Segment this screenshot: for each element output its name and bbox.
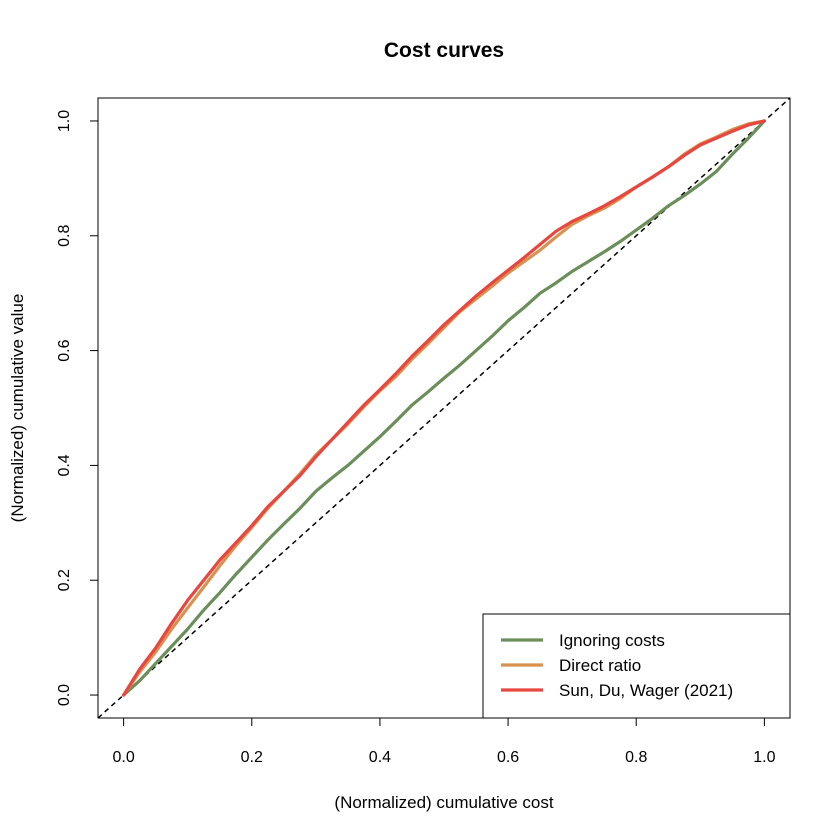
x-tick-label: 0.8	[625, 749, 647, 766]
x-axis: 0.0 0.2 0.4 0.6 0.8 1.0	[113, 717, 776, 766]
legend: Ignoring costs Direct ratio Sun, Du, Wager…	[482, 613, 791, 719]
x-tick-label: 0.2	[241, 749, 263, 766]
x-tick-label: 1.0	[753, 749, 775, 766]
legend-label: Direct ratio	[559, 656, 641, 675]
y-tick-label: 0.0	[56, 684, 73, 706]
y-tick-label: 0.6	[56, 339, 73, 361]
series-lines	[122, 119, 766, 697]
legend-label: Sun, Du, Wager (2021)	[559, 681, 733, 700]
y-tick-label: 0.8	[56, 225, 73, 247]
y-tick-label: 0.4	[56, 454, 73, 476]
x-axis-label: (Normalized) cumulative cost	[334, 793, 553, 812]
y-tick-label: 0.2	[56, 569, 73, 591]
y-axis-label: (Normalized) cumulative value	[8, 294, 27, 523]
x-tick-label: 0.6	[497, 749, 519, 766]
y-axis: 0.0 0.2 0.4 0.6 0.8 1.0	[56, 110, 99, 706]
series-line-sun-du-wager-2021	[122, 119, 766, 697]
x-tick-label: 0.4	[369, 749, 391, 766]
legend-label: Ignoring costs	[559, 631, 665, 650]
x-tick-label: 0.0	[113, 749, 135, 766]
chart-title: Cost curves	[384, 39, 504, 62]
y-tick-label: 1.0	[56, 110, 73, 132]
series-line-ignoring-costs	[122, 119, 766, 697]
